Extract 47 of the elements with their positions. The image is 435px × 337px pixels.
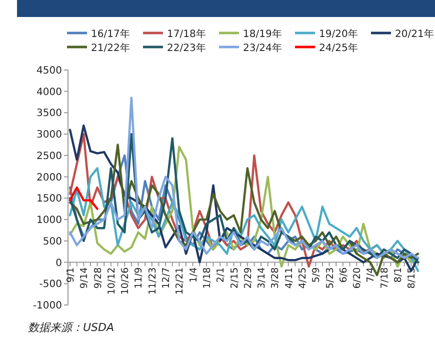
- legend-label: 20/21年: [395, 28, 434, 40]
- x-tick-label: 3/14: [256, 267, 268, 289]
- y-tick-label: 1500: [36, 194, 62, 205]
- x-tick-label: 10/26: [120, 267, 132, 295]
- y-tick-label: 2500: [36, 150, 62, 162]
- x-tick-label: 1/4: [188, 267, 200, 283]
- legend-label: 24/25年: [319, 42, 358, 54]
- y-tick-label: 4000: [36, 86, 62, 98]
- x-tick-label: 6/20: [352, 267, 364, 289]
- x-tick-label: 7/18: [379, 267, 390, 289]
- y-tick-label: -1000: [32, 300, 62, 312]
- x-tick-label: 11/9: [134, 267, 145, 289]
- x-tick-label: 4/25: [298, 267, 308, 289]
- y-tick-label: 0: [56, 258, 62, 269]
- x-tick-label: 5/23: [324, 267, 336, 289]
- y-tick-label: 1000: [36, 215, 62, 226]
- x-tick-label: 11/23: [147, 267, 158, 295]
- x-tick-label: 9/1: [66, 267, 76, 283]
- y-tick-label: 4500: [36, 66, 62, 76]
- x-tick-label: 5/9: [311, 267, 322, 283]
- x-tick-label: 2/29: [242, 267, 254, 289]
- x-tick-label: 2/15: [229, 267, 240, 289]
- legend-label: 19/20年: [319, 28, 358, 40]
- x-tick-label: 8/1: [393, 267, 404, 283]
- y-tick-label: 3500: [36, 108, 62, 120]
- y-tick-label: 500: [42, 236, 62, 248]
- legend-label: 22/23年: [167, 42, 206, 54]
- x-tick-label: 9/28: [92, 267, 104, 289]
- x-tick-label: 7/4: [366, 267, 377, 283]
- y-tick-label: -500: [39, 279, 62, 290]
- x-tick-label: 1/18: [202, 267, 213, 289]
- source-note: 数据来源：USDA: [28, 321, 114, 334]
- legend-label: 16/17年: [91, 28, 130, 40]
- legend-label: 23/24年: [243, 42, 282, 54]
- x-tick-label: 12/21: [174, 267, 186, 295]
- x-tick-label: 9/14: [79, 267, 90, 289]
- y-tick-label: 3000: [36, 130, 62, 141]
- x-tick-label: 10/12: [106, 267, 118, 295]
- x-tick-label: 6/6: [338, 267, 350, 283]
- legend-label: 18/19年: [243, 28, 282, 40]
- x-tick-label: 2/1: [216, 267, 227, 283]
- x-tick-label: 12/7: [161, 267, 172, 289]
- legend-label: 17/18年: [167, 28, 206, 40]
- x-tick-label: 3/28: [270, 267, 282, 289]
- y-tick-label: 2000: [36, 172, 62, 184]
- x-tick-label: 4/11: [284, 267, 295, 289]
- legend-label: 21/22年: [91, 42, 130, 54]
